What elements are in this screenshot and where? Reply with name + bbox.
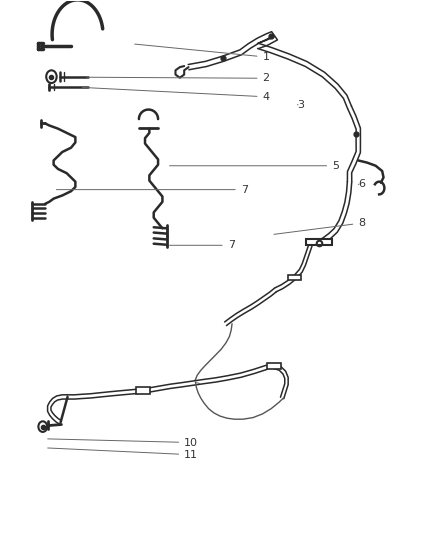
Bar	[288, 275, 301, 280]
Text: 1: 1	[135, 44, 269, 62]
Text: 3: 3	[297, 100, 304, 110]
Text: 7: 7	[170, 240, 235, 251]
Text: 10: 10	[48, 438, 198, 448]
Text: 2: 2	[87, 73, 270, 83]
Text: 5: 5	[170, 161, 339, 171]
Bar	[306, 239, 332, 245]
Text: 11: 11	[48, 448, 198, 460]
Bar	[136, 387, 150, 394]
Text: 8: 8	[274, 218, 365, 235]
Bar	[267, 363, 281, 369]
Text: 4: 4	[82, 87, 270, 102]
Text: 6: 6	[358, 179, 365, 189]
Text: 7: 7	[57, 184, 248, 195]
